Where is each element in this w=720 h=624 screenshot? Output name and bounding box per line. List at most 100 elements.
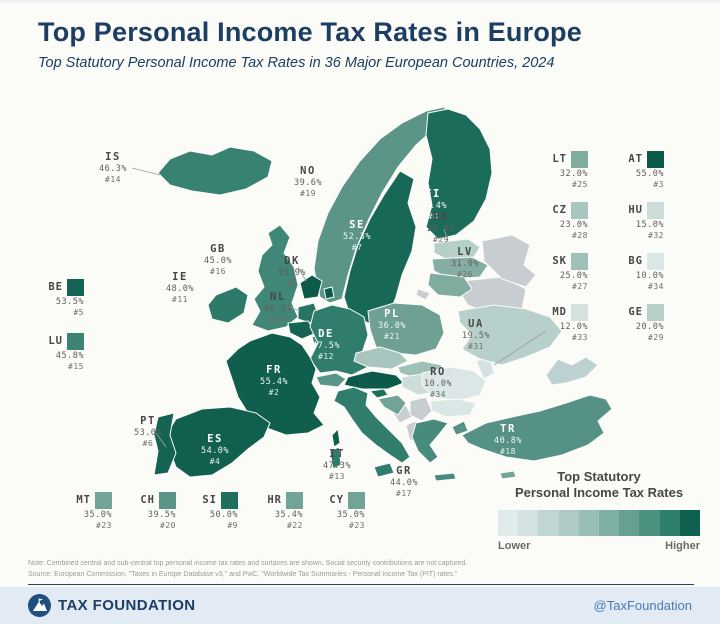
country-pl	[367, 302, 445, 356]
country-se	[343, 170, 417, 326]
europe-map	[131, 106, 613, 482]
ml-code: RO	[430, 366, 446, 378]
ml-code: LV	[457, 246, 473, 258]
ml-rank: #34	[430, 389, 446, 399]
ml-rank: #7	[351, 242, 363, 252]
country-hr	[377, 394, 407, 416]
ml-code: IT	[329, 448, 345, 460]
swatch-rate: 10.0%	[635, 271, 664, 281]
country-si	[368, 388, 389, 399]
legend-title-line2: Personal Income Tax Rates	[514, 485, 684, 501]
footnotes: Note: Combined central and sub-central t…	[28, 558, 688, 580]
swatch-rate: 50.0%	[209, 510, 238, 520]
swatch-rank: #5	[73, 308, 84, 318]
legend-title: Top Statutory Personal Income Tax Rates	[498, 469, 700, 502]
swatch-color-box	[95, 492, 112, 509]
swatch-rank: #22	[287, 521, 303, 531]
ml-rate: 48.0%	[165, 284, 195, 295]
swatch-row: MD	[536, 304, 588, 321]
brand-lockup: TAX FOUNDATION	[28, 594, 196, 617]
country-dk-island	[323, 286, 335, 300]
swatch-rate: 35.4%	[274, 510, 303, 520]
swatch-label-mt: MT 35.0% #23	[60, 492, 112, 531]
map-label-nl: NL 49.5% #10	[264, 291, 292, 325]
swatch-label-ch: CH 39.5% #20	[124, 492, 176, 531]
map-label-pl: PL 36.0% #21	[378, 308, 406, 342]
swatch-code: CY	[329, 493, 344, 506]
twitter-handle: @TaxFoundation	[593, 598, 692, 613]
swatch-label-be: BE 53.5% #5	[32, 279, 84, 318]
swatch-code: SI	[202, 493, 217, 506]
country-be	[287, 320, 317, 340]
swatch-code: BE	[48, 280, 63, 293]
swatch-rank: #23	[349, 521, 365, 531]
swatch-label-si: SI 50.0% #9	[186, 492, 238, 531]
country-gr-crete	[433, 472, 457, 482]
ml-code: FI	[425, 188, 441, 200]
ml-rank: #8	[427, 211, 439, 221]
ml-rank: #21	[384, 331, 400, 341]
swatch-rank: #15	[68, 362, 84, 372]
color-legend: Top Statutory Personal Income Tax Rates …	[498, 469, 701, 552]
swatch-color-box	[67, 333, 84, 350]
ml-rate: 53.0%	[133, 428, 163, 439]
map-label-fr: FR 55.4% #2	[260, 364, 288, 398]
country-gr	[411, 418, 449, 464]
swatch-code: LU	[48, 334, 63, 347]
swatch-color-box	[647, 304, 664, 321]
legend-step-9	[659, 509, 680, 536]
swatch-rank: #25	[572, 180, 588, 190]
swatch-code: AT	[628, 152, 643, 165]
country-ua-crimea	[545, 356, 599, 386]
ml-code: GB	[210, 243, 226, 255]
swatch-rank: #29	[648, 333, 664, 343]
swatch-color-box	[571, 304, 588, 321]
swatch-rank: #23	[96, 521, 112, 531]
map-label-ie: IE 48.0% #11	[166, 271, 194, 305]
swatch-rate: 20.0%	[635, 322, 664, 332]
leader-md	[493, 330, 547, 366]
swatch-color-box	[571, 151, 588, 168]
swatch-code: GE	[628, 305, 643, 318]
ml-rank: #10	[270, 314, 286, 324]
map-label-dk: DK 55.9% #1	[278, 255, 306, 289]
swatch-rank: #20	[160, 521, 176, 531]
swatch-color-box	[647, 151, 664, 168]
swatch-row: GE	[612, 304, 664, 321]
ml-code: IS	[105, 151, 121, 163]
country-it	[333, 386, 411, 464]
ml-code: GR	[396, 465, 412, 477]
country-pt	[153, 412, 177, 476]
country-ie	[207, 286, 249, 324]
swatch-rate: 23.0%	[559, 220, 588, 230]
country-gb	[251, 224, 299, 332]
country-it-sicily	[373, 462, 395, 478]
ml-rank: #2	[268, 387, 280, 397]
map-label-fi: FI 51.4% #8	[419, 188, 447, 222]
ml-rate: 40.8%	[493, 436, 523, 447]
ml-rate: 36.0%	[377, 321, 407, 332]
country-ee	[433, 238, 481, 260]
swatch-code: SK	[552, 254, 567, 267]
map-label-gr: GR 44.0% #17	[390, 465, 418, 499]
leader-is	[131, 167, 161, 176]
map-label-ee: EE 20.0% #29	[427, 211, 455, 245]
country-lv	[431, 256, 489, 280]
ml-rate: 47.3%	[322, 461, 352, 472]
ml-rate: 55.9%	[277, 268, 307, 279]
country-ua	[457, 304, 563, 366]
swatch-code: HR	[267, 493, 282, 506]
map-label-pt: PT 53.0% #6	[134, 415, 162, 449]
country-cy-island	[499, 470, 517, 480]
legend-step-6	[599, 509, 620, 536]
map-label-tr: TR 40.8% #18	[494, 423, 522, 457]
country-fr	[225, 332, 325, 436]
swatch-row: BE	[32, 279, 84, 296]
leader-nl	[285, 305, 301, 312]
legend-step-7	[619, 509, 640, 536]
swatch-label-hr: HR 35.4% #22	[251, 492, 303, 531]
ml-rank: #31	[468, 341, 484, 351]
swatch-code: MD	[552, 305, 567, 318]
ml-rank: #26	[457, 269, 473, 279]
swatch-label-hu: HU 15.0% #32	[612, 202, 664, 241]
